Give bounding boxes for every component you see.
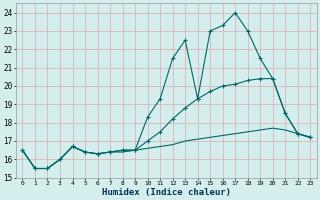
- X-axis label: Humidex (Indice chaleur): Humidex (Indice chaleur): [102, 188, 231, 197]
